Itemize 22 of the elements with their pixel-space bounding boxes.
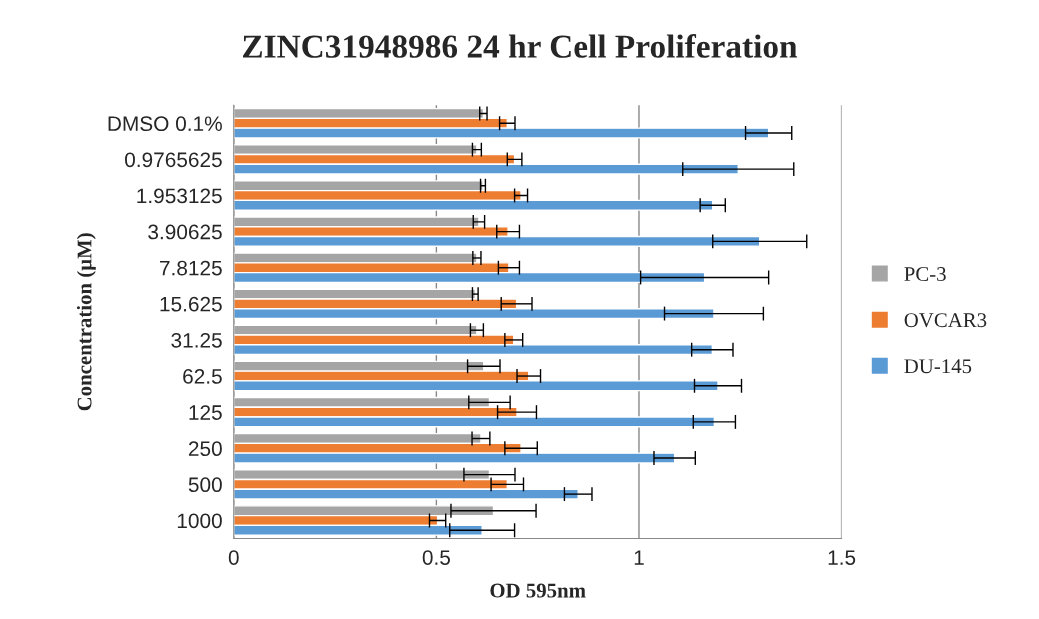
y-tick-label: 15.625 (160, 296, 222, 312)
y-tick-label: 7.8125 (160, 260, 222, 276)
y-tick-label: DMSO 0.1% (108, 116, 222, 132)
y-tick-label: 3.90625 (148, 224, 222, 240)
y-axis-title: Concentration (μM) (76, 233, 96, 411)
y-tick-label: 62.5 (183, 369, 222, 384)
x-tick-label: 1.5 (828, 550, 856, 565)
x-axis-title: OD 595nm (490, 583, 586, 598)
x-tick-label: 0 (228, 550, 239, 565)
y-tick-label: 31.25 (171, 332, 222, 348)
x-tick-label: 1 (634, 550, 644, 565)
y-tick-label: 500 (188, 477, 222, 493)
y-tick-label: 1000 (177, 513, 222, 529)
y-tick-label: 250 (188, 441, 222, 457)
y-tick-label: 125 (189, 405, 222, 420)
x-tick-label: 0.5 (422, 550, 450, 565)
legend-label: PC-3 (904, 267, 946, 282)
y-tick-label: 0.9765625 (125, 152, 222, 168)
legend-label: DU-145 (904, 359, 972, 374)
chart-title: ZINC31948986 24 hr Cell Proliferation (243, 34, 798, 58)
y-tick-label: 1.953125 (137, 188, 222, 204)
legend-label: OVCAR3 (904, 313, 987, 328)
